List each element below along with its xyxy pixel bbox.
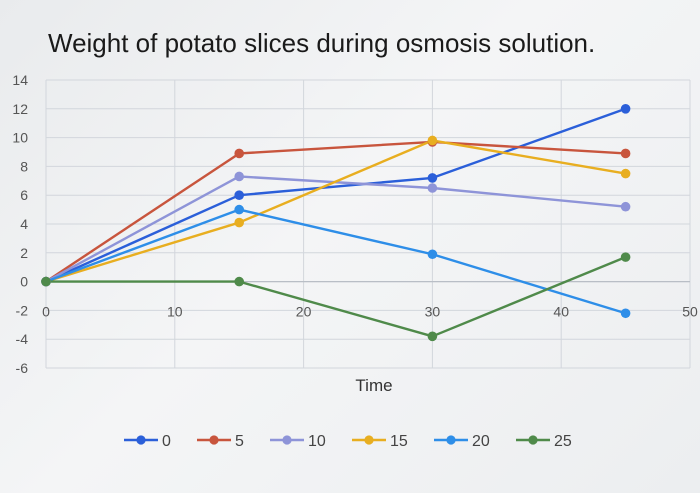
legend-swatch-marker	[528, 435, 538, 445]
x-tick-label: 30	[425, 304, 441, 320]
legend-label: 25	[554, 433, 572, 450]
data-point-0	[427, 173, 438, 183]
data-point-15	[620, 168, 631, 179]
chart-title: Weight of potato slices during osmosis s…	[48, 28, 595, 58]
data-point-25	[620, 252, 631, 262]
series-line-10	[45, 175, 626, 283]
x-tick-label: 40	[553, 304, 569, 320]
series-line-15	[45, 139, 626, 283]
y-tick-label: 4	[20, 216, 28, 232]
data-point-10	[620, 201, 631, 212]
x-axis-title: Time	[355, 376, 392, 395]
series-line-0	[45, 107, 627, 283]
x-tick-label: 0	[42, 304, 50, 320]
data-point-0	[234, 190, 244, 200]
data-point-15	[234, 217, 244, 228]
y-tick-label: -2	[16, 302, 29, 318]
legend-label: 5	[235, 433, 244, 450]
data-point-25	[234, 276, 244, 287]
y-tick-label: 8	[20, 158, 28, 174]
data-point-0	[620, 104, 631, 114]
y-tick-label: 0	[20, 274, 28, 290]
x-axis-labels: 0 10 20 30 40 50	[42, 304, 698, 320]
legend-swatch-marker	[282, 435, 292, 445]
y-tick-label: 12	[12, 101, 28, 117]
legend-swatch-marker	[209, 435, 219, 445]
y-tick-label: -4	[16, 331, 29, 347]
legend-label: 20	[472, 433, 490, 450]
y-tick-label: 14	[12, 72, 28, 88]
legend-swatch-marker	[446, 435, 456, 445]
legend-label: 0	[162, 433, 171, 450]
x-tick-label: 10	[167, 304, 183, 320]
legend-label: 15	[390, 433, 408, 450]
legend-label: 10	[308, 433, 326, 450]
y-tick-label: 10	[12, 130, 28, 146]
data-point-5	[234, 148, 244, 159]
y-axis-labels: 14 12 10 8 6 4 2 0 -2 -4 -6	[12, 72, 28, 376]
data-point-25	[41, 276, 51, 287]
legend: 0 5 10 15 20 25	[124, 433, 572, 450]
data-point-10	[234, 171, 244, 182]
y-tick-label: 6	[20, 187, 28, 203]
x-tick-label: 50	[682, 304, 698, 320]
chart-grid	[45, 79, 691, 369]
series-line-25	[46, 256, 627, 338]
data-point-10	[427, 183, 438, 193]
y-tick-label: -6	[16, 360, 29, 376]
series-line-5	[45, 140, 626, 283]
data-point-20	[234, 204, 244, 215]
legend-swatch-marker	[364, 435, 374, 445]
data-point-20	[620, 308, 631, 319]
series-line-20	[45, 208, 626, 315]
y-tick-label: 2	[20, 245, 28, 261]
legend-swatch-marker	[136, 435, 146, 445]
data-point-20	[427, 249, 438, 260]
data-point-15	[427, 135, 438, 146]
series-group	[41, 104, 631, 342]
data-point-25	[427, 331, 438, 342]
x-tick-label: 20	[296, 304, 312, 320]
data-point-5	[620, 148, 631, 159]
